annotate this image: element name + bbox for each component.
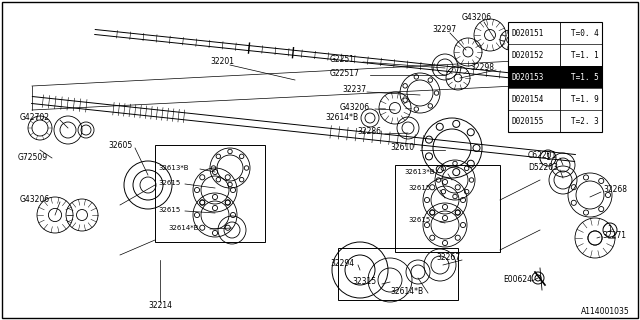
Bar	[155, 145, 265, 242]
Text: 32297: 32297	[432, 26, 456, 35]
Text: 32237: 32237	[342, 85, 366, 94]
Text: G43206: G43206	[340, 102, 370, 111]
Text: 32614*B: 32614*B	[390, 287, 423, 297]
Text: 32286: 32286	[357, 127, 381, 137]
Text: T=0. 4: T=0. 4	[572, 28, 599, 37]
Text: E00624: E00624	[503, 276, 532, 284]
Text: 32201: 32201	[210, 58, 234, 67]
Text: G22517: G22517	[330, 68, 360, 77]
Text: D020152: D020152	[511, 51, 543, 60]
Text: C62201: C62201	[528, 150, 557, 159]
Text: 1: 1	[545, 154, 550, 163]
Text: 32614*B: 32614*B	[325, 114, 358, 123]
Text: 32315: 32315	[352, 277, 376, 286]
Text: 32268: 32268	[603, 186, 627, 195]
Text: G2251: G2251	[330, 55, 355, 65]
Text: 32214: 32214	[148, 301, 172, 310]
Text: 1: 1	[607, 226, 612, 235]
Text: A114001035: A114001035	[581, 308, 630, 316]
Text: 32267: 32267	[436, 253, 460, 262]
Text: G42702: G42702	[20, 114, 50, 123]
Text: 32613*B: 32613*B	[404, 169, 435, 175]
Bar	[395, 165, 500, 252]
Text: G72509: G72509	[18, 153, 48, 162]
Text: 32294: 32294	[330, 259, 354, 268]
Text: 32615: 32615	[408, 217, 430, 223]
Text: 32615: 32615	[408, 185, 430, 191]
Text: G43206: G43206	[462, 13, 492, 22]
Bar	[508, 66, 602, 88]
Text: 32615: 32615	[158, 207, 180, 213]
Text: D020155: D020155	[511, 116, 543, 125]
Bar	[338, 248, 458, 300]
Text: D52203: D52203	[528, 164, 558, 172]
Text: T=1. 9: T=1. 9	[572, 94, 599, 103]
Text: D020151: D020151	[511, 28, 543, 37]
Text: T=1. 1: T=1. 1	[572, 51, 599, 60]
Text: T=2. 3: T=2. 3	[572, 116, 599, 125]
Text: 32613*B: 32613*B	[158, 165, 189, 171]
Bar	[508, 22, 602, 132]
Text: 32605: 32605	[108, 140, 132, 149]
Text: D020153: D020153	[511, 73, 543, 82]
Text: 32298: 32298	[470, 63, 494, 73]
Text: 32614*B: 32614*B	[168, 225, 198, 231]
Text: 32271: 32271	[602, 230, 626, 239]
Text: 32615: 32615	[158, 180, 180, 186]
Text: G43206: G43206	[20, 196, 50, 204]
Text: D020154: D020154	[511, 94, 543, 103]
Text: 32610: 32610	[390, 143, 414, 153]
Text: T=1. 5: T=1. 5	[572, 73, 599, 82]
